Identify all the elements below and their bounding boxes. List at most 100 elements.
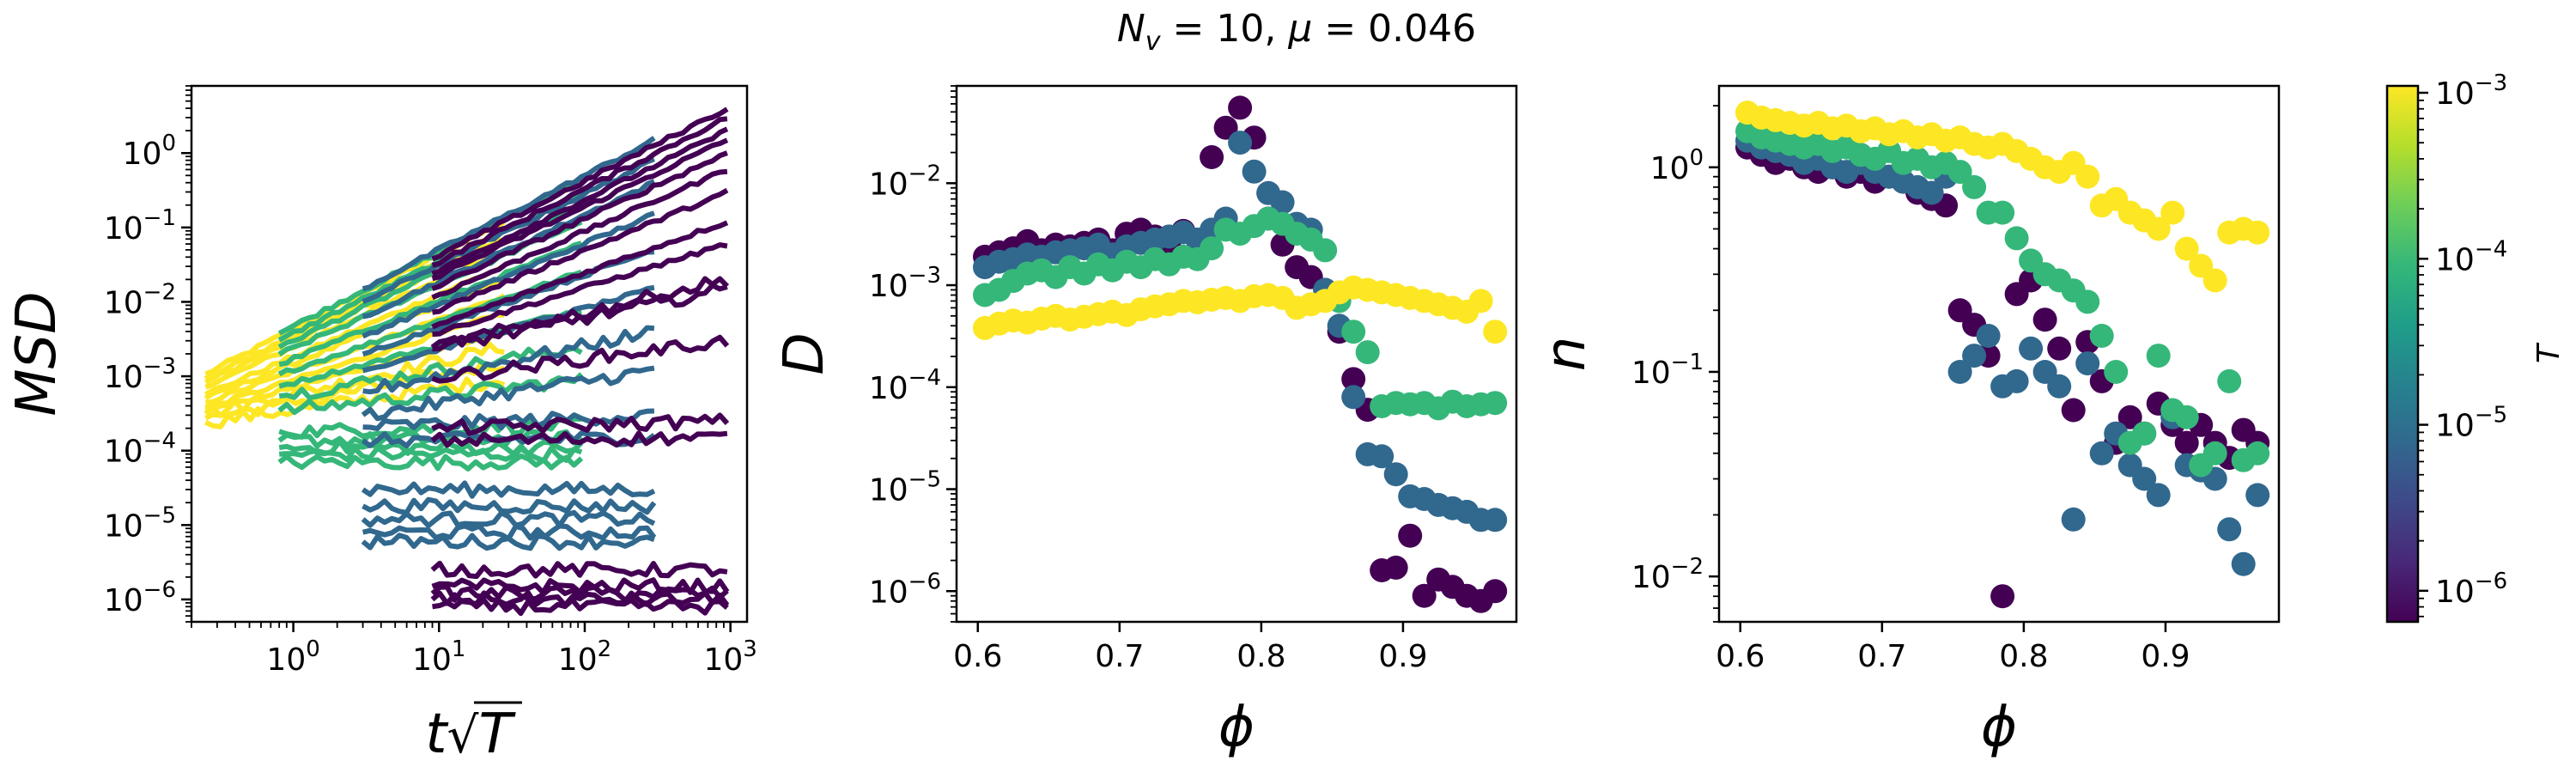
- y-tick-label: 10−5: [104, 502, 176, 544]
- msd-curve: [361, 136, 656, 292]
- msd-curve: [432, 283, 728, 352]
- scatter-point: [1341, 385, 1366, 410]
- msd-panel: 100 101 102 103 10−6 10−5 10−4 10−3 10−2 10−1100 …: [5, 84, 757, 766]
- scatter-point: [2019, 336, 2044, 361]
- msd-curve: [431, 137, 729, 282]
- y-tick-label: 10−5: [869, 467, 941, 508]
- scatter-point: [1228, 95, 1253, 120]
- scatter-point: [1341, 320, 1366, 344]
- scatter-point: [2047, 374, 2072, 399]
- scatter-point: [2047, 336, 2072, 361]
- scatter-point: [1962, 344, 1987, 368]
- scatter-point: [1947, 360, 1972, 384]
- scatter-point: [2032, 307, 2057, 332]
- scatter-point: [2231, 551, 2256, 576]
- msd-curve: [361, 496, 657, 515]
- x-tick-label: 101: [412, 636, 465, 678]
- y-tick-label: 10−3: [869, 263, 941, 304]
- scatter-point: [2174, 430, 2199, 455]
- suptitle-n-sub: v: [1145, 27, 1162, 57]
- exponent-ylabel: n: [1534, 337, 1598, 372]
- msd-curve: [361, 210, 655, 339]
- scatter-point: [1355, 340, 1380, 365]
- diffusion-ylabel: D: [773, 332, 836, 374]
- scatter-point: [1370, 444, 1394, 469]
- scatter-point: [1270, 190, 1295, 215]
- y-tick-label: 100: [1650, 145, 1704, 186]
- msd-curve: [361, 365, 655, 422]
- scatter-point: [2075, 289, 2100, 314]
- scatter-point: [1483, 391, 1508, 416]
- scatter-point: [2245, 441, 2270, 466]
- msd-curve: [430, 560, 728, 580]
- x-tick-label: 100: [266, 636, 319, 678]
- diffusion-xlabel: ϕ: [1218, 696, 1255, 759]
- msd-curve: [361, 533, 655, 551]
- scatter-point: [1383, 462, 1408, 487]
- msd-curve: [431, 107, 729, 262]
- diffusion-points: [973, 95, 1508, 613]
- colorbar-gradient: [2385, 84, 2420, 624]
- exponent-axes-frame: [1717, 84, 2281, 624]
- x-tick-label: 0.9: [1378, 639, 1427, 674]
- exponent-points: [1735, 100, 2270, 609]
- scatter-point: [2202, 441, 2227, 466]
- x-tick-label: 0.7: [1095, 639, 1144, 674]
- x-tick-label: 0.6: [1716, 639, 1765, 674]
- suptitle-mu: μ: [1287, 7, 1312, 51]
- x-tick-label: 0.9: [2141, 639, 2190, 674]
- scatter-point: [1228, 131, 1253, 155]
- scatter-point: [2075, 351, 2100, 376]
- msd-curve: [432, 597, 729, 617]
- scatter-point: [2146, 483, 2171, 508]
- msd-curve: [277, 372, 584, 416]
- msd-curve: [431, 412, 730, 436]
- y-tick-label: 10−4: [869, 365, 941, 406]
- scatter-point: [1990, 584, 2015, 609]
- scatter-point: [1412, 583, 1437, 608]
- colorbar-label: T: [2531, 342, 2567, 363]
- scatter-point: [2004, 226, 2029, 251]
- x-tick-label: 0.8: [1236, 639, 1285, 674]
- scatter-point: [2217, 368, 2242, 393]
- y-tick-label: 10−3: [104, 354, 176, 395]
- msd-curve: [361, 509, 656, 529]
- figure-suptitle: Nv = 10, μ = 0.046: [1117, 7, 1476, 57]
- scatter-point: [1990, 200, 2015, 225]
- colorbar-tick-label: 10−6: [2435, 569, 2507, 610]
- scatter-point: [1383, 555, 1408, 580]
- msd-curve: [277, 453, 584, 472]
- suptitle-n: N: [1117, 7, 1145, 51]
- msd-curves: [204, 107, 730, 617]
- x-tick-label: 102: [558, 636, 611, 678]
- y-tick-label: 10−1: [1631, 350, 1704, 391]
- scatter-point: [2245, 483, 2270, 508]
- msd-curve: [431, 126, 729, 277]
- scatter-point: [2132, 466, 2157, 491]
- msd-ylabel: MSD: [5, 291, 69, 416]
- scatter-point: [1398, 523, 1423, 548]
- msd-curve: [431, 220, 729, 330]
- scatter-point: [2174, 405, 2199, 429]
- msd-curve: [362, 408, 655, 431]
- scatter-point: [2061, 398, 2086, 423]
- scatter-point: [2104, 360, 2129, 384]
- msd-curve: [431, 334, 730, 384]
- scatter-point: [2245, 220, 2270, 245]
- x-tick-label: 0.8: [1999, 639, 2048, 674]
- msd-curve: [278, 345, 583, 401]
- scatter-point: [2132, 421, 2157, 446]
- y-tick-label: 10−2: [1631, 554, 1704, 595]
- colorbar-tick-label: 10−5: [2435, 403, 2507, 444]
- msd-curve: [431, 150, 728, 291]
- x-tick-label: 0.7: [1857, 639, 1906, 674]
- diffusion-axes-frame: [955, 84, 1518, 624]
- scatter-point: [2089, 324, 2114, 348]
- diffusion-panel: 0.6 0.7 0.8 0.9 10−6 10−5 10−4 10−3 10−2 ϕ D: [773, 84, 1518, 759]
- scatter-point: [1947, 160, 1972, 185]
- scatter-point: [1213, 115, 1238, 140]
- exponent-panel: 0.6 0.7 0.8 0.9 10−2 10−1 100 ϕ n: [1534, 84, 2281, 759]
- suptitle-rest2: = 0.046: [1312, 7, 1476, 51]
- scatter-point: [1976, 324, 2001, 348]
- msd-curve: [361, 156, 655, 304]
